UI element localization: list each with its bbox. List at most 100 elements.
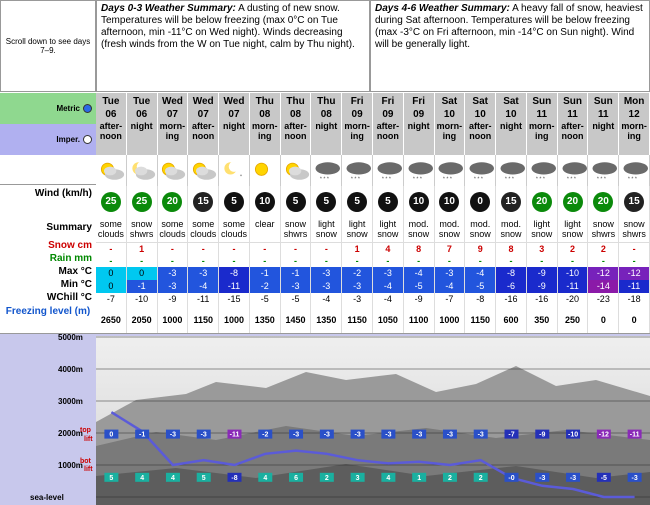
bot-lift-temp-tag [442, 472, 457, 482]
forecast-column: Sun 11 night * * * 20 snow shwrs 2- -12 -14 -23 0 [588, 93, 620, 335]
forecast-column: Sat 10 after-noon * * * 0 mod. snow 9- -4 -5 -8 11… [465, 93, 497, 335]
forecast-column: Tue 06 after-noon 25 some clouds - -0 0 -7 2650 [96, 93, 127, 335]
freezing-level-cell: 1450 [281, 305, 312, 335]
snow-cell: - [219, 243, 250, 255]
forecast-column: Mon 12 morn-ing * * * 15 snow shwrs - - -12 -11 -1… [619, 93, 650, 335]
period-time: morn-ing [621, 121, 647, 141]
period-date: 06 [105, 109, 117, 120]
bot-lift-temp: 6 [294, 475, 298, 482]
bot-lift-temp-tag [319, 472, 334, 482]
period-day: Wed [223, 96, 245, 107]
top-lift-temp-tag [289, 429, 304, 439]
altitude-label: 4000m [58, 365, 83, 374]
imperial-radio[interactable] [83, 135, 92, 144]
max-temp-cell: -2 [342, 267, 373, 280]
rain-cell: - [435, 255, 466, 267]
period-date: 07 [197, 109, 209, 120]
svg-text:* * *: * * * [413, 176, 422, 182]
rain-cell: - [158, 255, 189, 267]
wind-arrow-icon: 0 [470, 191, 491, 212]
top-lift-temp-tag [473, 429, 488, 439]
max-temp-cell: 0 [126, 267, 158, 280]
altitude-label: sea-level [30, 493, 64, 502]
rain-cell: - [188, 255, 220, 267]
min-temp-cell: -14 [588, 280, 620, 293]
period-time: morn-ing [436, 121, 463, 141]
wind-cell: 25 [127, 186, 158, 217]
cloud-snow-icon: * * * [373, 155, 404, 186]
sun-icon [249, 155, 281, 186]
top-lift-temp: -1 [139, 432, 145, 439]
period-header: Sat 10 after-noon [465, 93, 497, 155]
max-temp-cell: -8 [496, 267, 527, 280]
wind-arrow-icon: 20 [593, 191, 614, 212]
bot-lift-temp-tag [627, 472, 642, 482]
max-label: Max °C [58, 266, 92, 277]
period-header: Sat 10 morn-ing [434, 93, 466, 155]
cloud-snow-icon: * * * [342, 155, 373, 186]
forecast-column: Thu 08 night * * * 5 light snow - - -3 -3 -4 1350 [311, 93, 343, 335]
period-date: 08 [259, 109, 271, 120]
cloud-snow-icon: * * * [557, 155, 589, 186]
rain-cell: - [311, 255, 343, 267]
svg-text:* * *: * * * [320, 176, 329, 182]
period-day: Sun [532, 96, 552, 107]
freezing-level-cell: 0 [619, 305, 650, 335]
rain-cell: - [496, 255, 527, 267]
sun-cloud-icon [280, 155, 312, 186]
wchill-cell: -16 [527, 293, 558, 305]
freezing-level-cell: 1100 [404, 305, 435, 335]
top-lift-temp: -3 [447, 432, 453, 439]
snow-cell: 9 [465, 243, 497, 255]
period-day: Fri [412, 96, 426, 107]
sun-cloud-icon [96, 155, 127, 186]
metric-toggle[interactable]: Metric [0, 93, 96, 124]
wind-cell: 5 [219, 186, 250, 217]
cloud-snow-icon: * * * [619, 155, 650, 186]
snow-cell: 4 [373, 243, 404, 255]
period-day: Tue [102, 96, 120, 107]
max-temp-cell: -1 [249, 267, 281, 280]
imperial-toggle[interactable]: Imper. [0, 124, 96, 155]
period-date: 11 [536, 109, 548, 120]
period-time: after-noon [99, 121, 123, 141]
wind-arrow-icon: 5 [316, 191, 337, 212]
forecast-column: Wed 07 morn-ing 20 some clouds - - -3 -3 -9 1000 [157, 93, 189, 335]
bot-lift-temp: 4 [171, 475, 175, 482]
moon-icon [219, 155, 250, 186]
freezing-label: Freezing level (m) [5, 306, 91, 317]
bot-lift-temp-tag [381, 472, 396, 482]
top-lift-temp: -3 [478, 432, 484, 439]
summary-cell: snow shwrs [619, 217, 650, 243]
top-lift-label: lift [84, 436, 93, 443]
snow-cell: 7 [435, 243, 466, 255]
rain-cell: - [342, 255, 373, 267]
wchill-cell: -5 [250, 293, 281, 305]
period-date: 07 [166, 109, 178, 120]
wind-arrow-icon: 20 [562, 191, 583, 212]
period-header: Tue 06 after-noon [96, 93, 127, 155]
top-lift-temp: -7 [508, 432, 514, 439]
top-lift-temp-tag [412, 429, 427, 439]
min-temp-cell: -5 [465, 280, 497, 293]
metric-radio[interactable] [83, 104, 92, 113]
wind-cell: 20 [588, 186, 620, 217]
min-temp-cell: -11 [557, 280, 589, 293]
top-lift-temp-tag [566, 429, 581, 439]
period-date: 09 [351, 109, 363, 120]
period-day: Wed [161, 96, 183, 107]
wind-arrow-icon: 5 [223, 191, 244, 212]
min-temp-cell: -5 [403, 280, 435, 293]
period-day: Thu [255, 96, 274, 107]
snow-cell: 3 [527, 243, 558, 255]
max-temp-cell: -3 [188, 267, 220, 280]
summary-cell: mod. snow [434, 217, 466, 243]
period-header: Thu 08 after-noon [280, 93, 312, 155]
wind-arrow-icon: 5 [347, 191, 368, 212]
wchill-cell: -8 [465, 293, 497, 305]
snow-cell: - [281, 243, 312, 255]
bot-lift-temp-tag [535, 472, 550, 482]
freezing-level-cell: 1150 [465, 305, 497, 335]
period-header: Fri 09 morn-ing [342, 93, 373, 155]
snow-cell: 2 [588, 243, 620, 255]
